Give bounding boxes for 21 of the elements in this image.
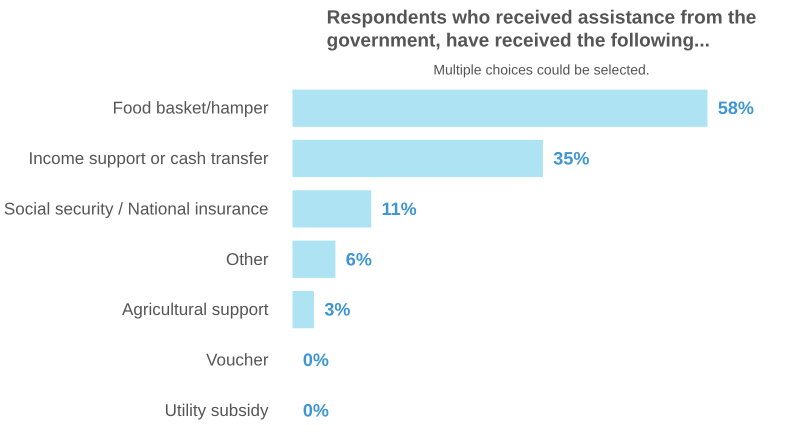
y-tick-label: Agricultural support <box>122 300 269 320</box>
data-label: 58% <box>718 98 754 118</box>
y-tick-label: Utility subsidy <box>164 400 269 420</box>
y-tick-label: Other <box>226 250 269 269</box>
y-tick-label: Social security / National insurance <box>4 199 269 218</box>
bar <box>292 190 372 228</box>
data-label: 35% <box>553 148 590 169</box>
chart-title: Respondents who received assistance from the government, have received the following... <box>326 7 756 52</box>
chart-subtitle: Multiple choices could be selected. <box>433 62 650 78</box>
bar <box>292 290 314 328</box>
data-label: 6% <box>346 249 372 270</box>
bar <box>292 140 543 178</box>
bar <box>292 90 708 127</box>
data-label: 0% <box>302 350 329 370</box>
bar <box>292 240 336 278</box>
y-tick-label: Income support or cash transfer <box>28 149 269 168</box>
y-tick-label: Food basket/hamper <box>112 98 269 118</box>
data-label: 11% <box>382 198 417 219</box>
data-label: 0% <box>302 400 329 420</box>
y-tick-label: Voucher <box>206 350 269 370</box>
data-label: 3% <box>324 300 350 320</box>
